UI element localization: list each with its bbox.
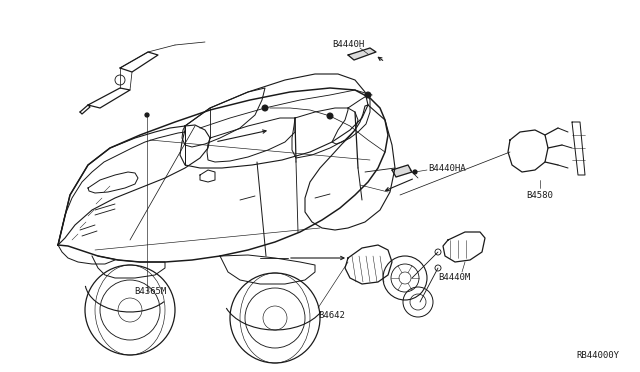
Text: B4440H: B4440H bbox=[332, 39, 364, 48]
Circle shape bbox=[262, 105, 268, 111]
Text: B4580: B4580 bbox=[527, 190, 554, 199]
Text: B4642: B4642 bbox=[318, 311, 345, 320]
Text: B4440HA: B4440HA bbox=[428, 164, 466, 173]
Text: B4365M: B4365M bbox=[134, 288, 166, 296]
Polygon shape bbox=[348, 48, 376, 60]
Circle shape bbox=[327, 113, 333, 119]
Text: RB44000Y: RB44000Y bbox=[577, 350, 620, 359]
Polygon shape bbox=[392, 165, 412, 177]
Text: B4440M: B4440M bbox=[438, 273, 470, 282]
Circle shape bbox=[145, 113, 149, 117]
Circle shape bbox=[413, 170, 417, 174]
Circle shape bbox=[365, 92, 371, 98]
